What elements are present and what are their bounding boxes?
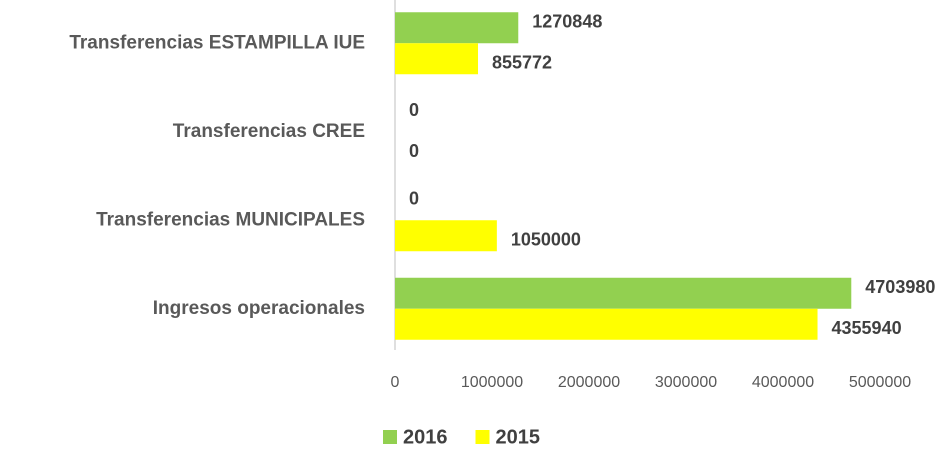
- x-tick-label: 3000000: [655, 374, 717, 391]
- x-tick-label: 4000000: [752, 374, 814, 391]
- bar: [395, 277, 852, 309]
- value-label: 4703980: [865, 277, 935, 297]
- x-tick-label: 2000000: [558, 374, 620, 391]
- value-label: 4355940: [832, 318, 902, 338]
- legend-label: 2016: [403, 426, 448, 448]
- legend-swatch: [383, 430, 397, 444]
- value-label: 0: [409, 141, 419, 161]
- value-label: 855772: [492, 53, 552, 73]
- bar: [395, 43, 479, 75]
- category-label: Transferencias MUNICIPALES: [96, 209, 365, 230]
- x-tick-label: 5000000: [849, 374, 911, 391]
- bar: [395, 308, 818, 340]
- value-label: 0: [409, 100, 419, 120]
- x-tick-label: 1000000: [461, 374, 523, 391]
- category-label: Ingresos operacionales: [153, 298, 365, 319]
- value-label: 0: [409, 189, 419, 209]
- legend-swatch: [475, 430, 490, 444]
- category-label: Transferencias CREE: [173, 121, 365, 142]
- legend-label: 2015: [496, 426, 541, 448]
- category-label: Transferencias ESTAMPILLA IUE: [69, 32, 365, 53]
- x-tick-label: 0: [391, 374, 400, 391]
- value-label: 1270848: [532, 12, 602, 32]
- value-label: 1050000: [511, 230, 581, 250]
- bar: [395, 12, 519, 44]
- bar: [395, 220, 497, 252]
